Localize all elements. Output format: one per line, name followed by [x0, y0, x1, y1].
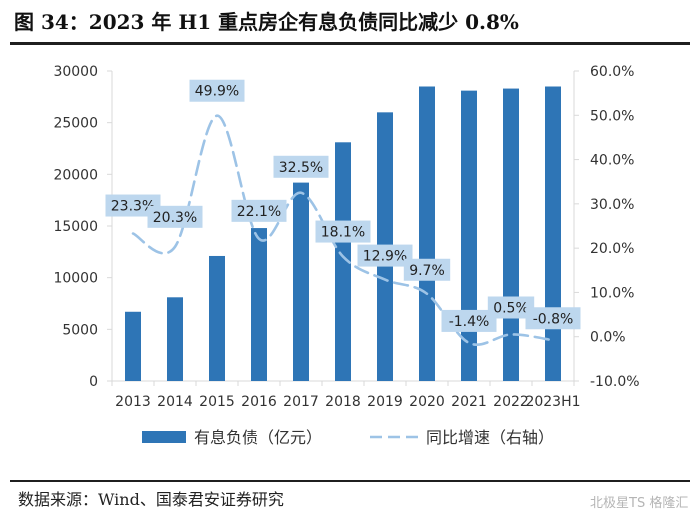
- growth-label-box: [487, 296, 535, 319]
- left-tick-label: 30000: [53, 64, 98, 80]
- left-tick-label: 0: [89, 374, 98, 390]
- x-tick-label: 2021: [451, 394, 487, 410]
- legend-line-label: 同比增速（右轴）: [426, 428, 554, 447]
- x-tick-label: 2015: [199, 394, 235, 410]
- figure-title: 图 34：2023 年 H1 重点房企有息负债同比减少 0.8%: [14, 10, 519, 34]
- growth-label-box: [231, 199, 287, 222]
- growth-label-box: [441, 309, 497, 332]
- x-tick-label: 2018: [325, 394, 361, 410]
- bar-2023H1: [545, 86, 561, 381]
- x-tick-label: 2014: [157, 394, 193, 410]
- growth-label: 12.9%: [363, 249, 407, 265]
- left-tick-label: 5000: [62, 322, 98, 338]
- right-tick-label: 20.0%: [590, 241, 634, 257]
- growth-label-box: [189, 79, 245, 102]
- x-tick-label: 2016: [241, 394, 277, 410]
- growth-label-box: [315, 220, 371, 243]
- growth-label-box: [357, 244, 413, 267]
- left-tick-label: 15000: [53, 219, 98, 235]
- bar-2021: [461, 90, 477, 381]
- bar-2014: [167, 297, 183, 381]
- growth-label: 20.3%: [153, 210, 197, 226]
- x-tick-label: 2013: [115, 394, 151, 410]
- growth-label: 23.3%: [111, 199, 155, 215]
- right-tick-label: 0.0%: [590, 330, 626, 346]
- bar-2018: [335, 142, 351, 381]
- chart: 0 5000 10000 15000 20000 25000 30000 -10.0% 0.0%…: [53, 64, 640, 447]
- growth-label: -1.4%: [449, 314, 490, 330]
- growth-label: 22.1%: [237, 204, 281, 220]
- growth-label: 18.1%: [321, 225, 365, 241]
- left-tick-label: 10000: [53, 271, 98, 287]
- right-tick-label: 50.0%: [590, 108, 634, 124]
- bar-2020: [419, 86, 435, 381]
- x-tick-label: 2020: [409, 394, 445, 410]
- growth-label: -0.8%: [533, 311, 574, 327]
- right-tick-label: -10.0%: [590, 374, 640, 390]
- source-note: 数据来源：Wind、国泰君安证券研究: [18, 490, 284, 509]
- watermark: 北极星TS 格隆汇: [590, 496, 689, 511]
- growth-label-box: [273, 155, 329, 178]
- x-tick-label: 2019: [367, 394, 403, 410]
- growth-label: 9.7%: [409, 263, 445, 279]
- right-tick-label: 10.0%: [590, 285, 634, 301]
- growth-label-box: [105, 194, 161, 217]
- growth-label: 49.9%: [195, 84, 239, 100]
- right-tick-label: 60.0%: [590, 64, 634, 80]
- growth-label-box: [147, 205, 203, 228]
- bar-2017: [293, 182, 309, 381]
- title-rule: [10, 42, 690, 45]
- left-tick-label: 25000: [53, 116, 98, 132]
- legend-bar-label: 有息负债（亿元）: [194, 428, 322, 447]
- growth-label: 0.5%: [493, 301, 529, 317]
- growth-label-box: [525, 307, 581, 330]
- x-tick-label: 2023H1: [525, 394, 580, 410]
- right-tick-label: 40.0%: [590, 153, 634, 169]
- growth-label-box: [403, 258, 451, 281]
- bar-2016: [251, 228, 267, 381]
- growth-label: 32.5%: [279, 160, 323, 176]
- x-tick-label: 2017: [283, 394, 319, 410]
- left-tick-label: 20000: [53, 167, 98, 183]
- growth-line: [131, 114, 555, 346]
- footer-rule: [10, 480, 690, 482]
- bar-2015: [209, 255, 225, 381]
- right-tick-label: 30.0%: [590, 197, 634, 213]
- legend-bar-swatch: [142, 431, 186, 443]
- bar-2013: [125, 311, 141, 381]
- bar-2022: [503, 88, 519, 382]
- x-tick-label: 2022: [493, 394, 529, 410]
